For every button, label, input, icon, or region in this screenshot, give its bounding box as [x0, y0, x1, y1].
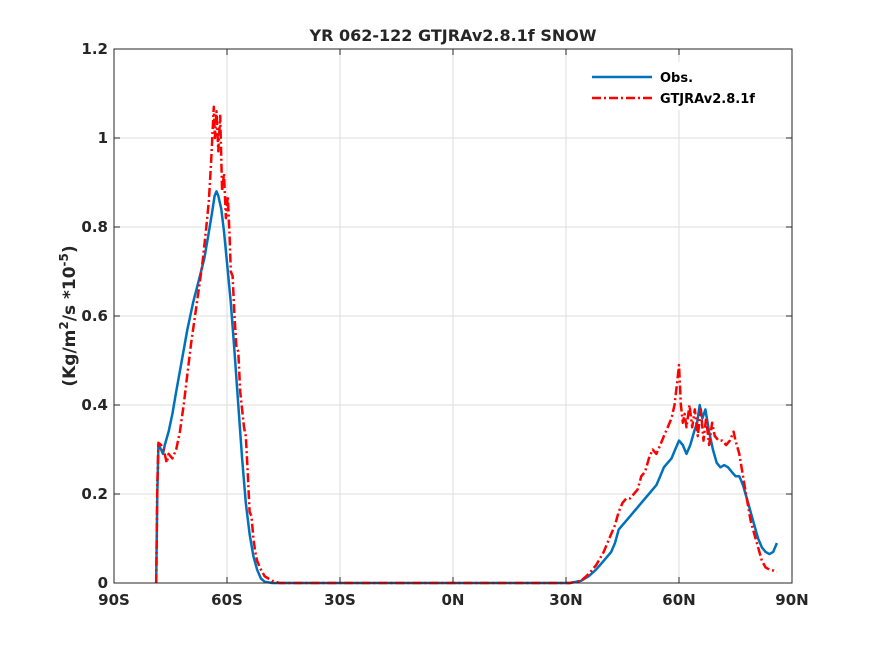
- y-tick-label: 1: [98, 129, 108, 147]
- legend-label-model: GTJRAv2.8.1f: [660, 92, 755, 107]
- legend: Obs. GTJRAv2.8.1f: [584, 62, 782, 110]
- legend-box: [584, 62, 782, 110]
- x-tick-label: 60S: [211, 591, 243, 609]
- y-axis-label: (Kg/m2/s *10-5): [57, 245, 80, 386]
- y-tick-label: 0.4: [81, 396, 108, 414]
- x-tick-label: 90S: [98, 591, 130, 609]
- series-layer: [154, 105, 779, 585]
- series-line-obs: [154, 190, 779, 585]
- legend-label-obs: Obs.: [660, 71, 693, 86]
- y-tick-label: 1.2: [81, 40, 108, 58]
- y-tick-label: 0.6: [81, 307, 108, 325]
- x-tick-label: 0N: [442, 591, 465, 609]
- y-tick-label: 0.8: [81, 218, 108, 236]
- series-line-gtjra: [154, 105, 778, 585]
- x-tick-label: 60N: [662, 591, 695, 609]
- chart-title: YR 062-122 GTJRAv2.8.1f SNOW: [308, 26, 596, 45]
- x-tick-label: 30N: [549, 591, 582, 609]
- y-tick-label: 0: [98, 574, 108, 592]
- x-tick-label: 30S: [324, 591, 356, 609]
- x-tick-label: 90N: [775, 591, 808, 609]
- ticks: 90S 60S 30S 0N 30N 60N 90N 0 0.2 0.4 0.6 0.8 1 1.2: [81, 40, 808, 609]
- y-tick-label: 0.2: [81, 485, 108, 503]
